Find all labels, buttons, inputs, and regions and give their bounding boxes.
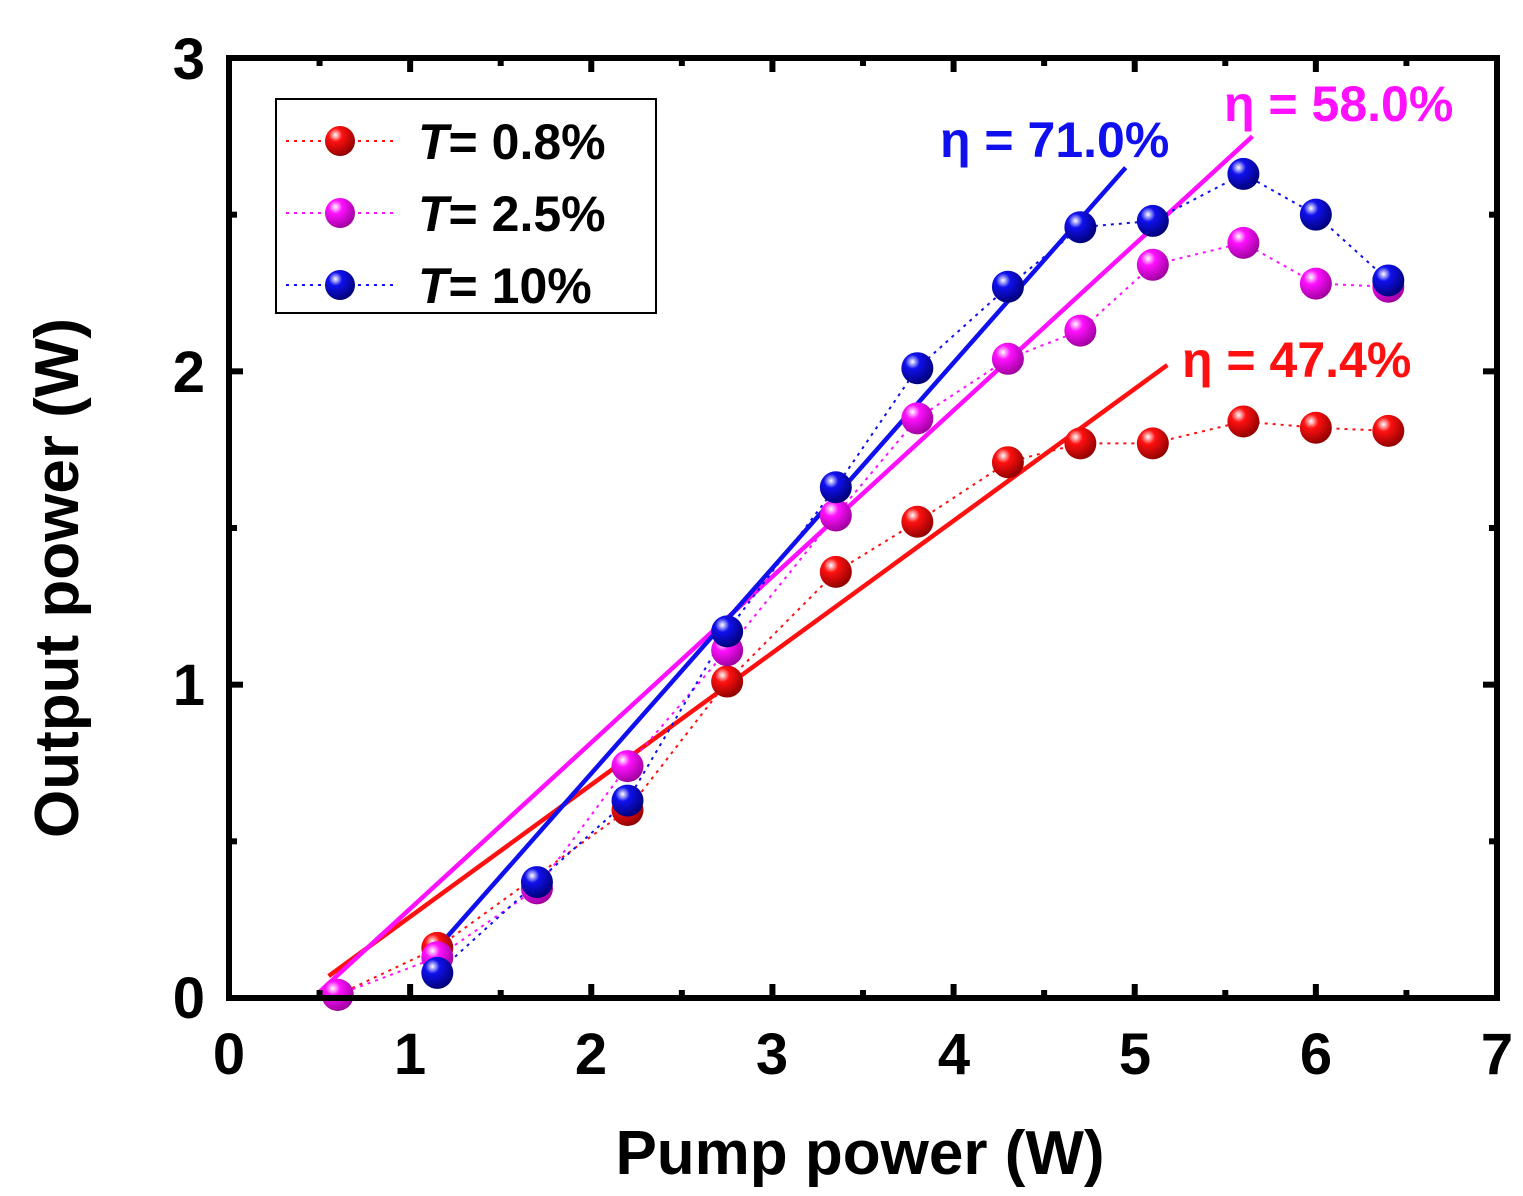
legend: T= 0.8% T= 2.5% T= 10% xyxy=(275,98,657,314)
series-group xyxy=(327,363,1389,996)
legend-value: = 0.8% xyxy=(449,114,606,170)
legend-marker xyxy=(325,270,355,300)
data-point xyxy=(1136,427,1169,460)
x-tick-label: 0 xyxy=(213,1022,245,1087)
data-point xyxy=(901,505,934,538)
data-point xyxy=(520,866,553,899)
efficiency-label-t-10: η = 71.0% xyxy=(940,112,1169,168)
legend-prefix: T xyxy=(418,186,453,242)
data-point xyxy=(1064,211,1097,244)
x-axis-title: Pump power (W) xyxy=(615,1119,1104,1188)
x-tick-label: 5 xyxy=(1119,1022,1151,1087)
legend-label: T= 10% xyxy=(418,258,592,314)
data-point xyxy=(991,342,1024,375)
data-point xyxy=(1227,157,1260,190)
data-point xyxy=(901,402,934,435)
efficiency-label-t-0-8: η = 47.4% xyxy=(1182,332,1411,388)
y-tick-labels: 0 1 2 3 xyxy=(173,27,205,1031)
legend-label: T= 2.5% xyxy=(418,186,606,242)
data-point xyxy=(711,615,744,648)
series-fit-line xyxy=(327,363,1169,978)
data-point xyxy=(611,784,644,817)
legend-entry-t-0-8: T= 0.8% xyxy=(286,114,606,170)
data-point xyxy=(991,270,1024,303)
series-markers xyxy=(421,157,1405,989)
data-point xyxy=(991,446,1024,479)
data-point xyxy=(1136,204,1169,237)
x-tick-label: 7 xyxy=(1481,1022,1513,1087)
legend-marker xyxy=(325,126,355,156)
legend-label: T= 0.8% xyxy=(418,114,606,170)
data-point xyxy=(1372,414,1405,447)
y-tick-label: 2 xyxy=(173,340,205,405)
series-fit-line xyxy=(318,134,1254,994)
data-point xyxy=(1064,427,1097,460)
legend-prefix: T xyxy=(418,114,453,170)
y-tick-label: 3 xyxy=(173,27,205,92)
data-point xyxy=(421,956,454,989)
efficiency-label-t-2-5: η = 58.0% xyxy=(1224,76,1453,132)
ticks-layer xyxy=(229,58,1497,998)
data-point xyxy=(901,352,934,385)
x-tick-label: 3 xyxy=(756,1022,788,1087)
x-tick-label: 4 xyxy=(938,1022,970,1087)
x-tick-label: 1 xyxy=(394,1022,426,1087)
legend-value: = 2.5% xyxy=(449,186,606,242)
data-point xyxy=(611,750,644,783)
data-point xyxy=(1299,198,1332,231)
data-point xyxy=(1227,226,1260,259)
data-point xyxy=(1136,248,1169,281)
data-point xyxy=(1372,264,1405,297)
x-tick-label: 2 xyxy=(575,1022,607,1087)
data-point xyxy=(1064,314,1097,347)
y-tick-label: 0 xyxy=(173,966,205,1031)
legend-entry-t-2-5: T= 2.5% xyxy=(286,186,606,242)
data-point xyxy=(819,555,852,588)
data-point xyxy=(321,978,354,1011)
legend-value: = 10% xyxy=(449,258,592,314)
plot-layer xyxy=(318,134,1405,1011)
legend-entry-t-10: T= 10% xyxy=(286,258,592,314)
y-axis-title: Output power (W) xyxy=(23,318,92,838)
data-point xyxy=(1299,411,1332,444)
legend-marker xyxy=(325,198,355,228)
legend-prefix: T xyxy=(418,258,453,314)
data-point xyxy=(819,471,852,504)
data-point xyxy=(819,499,852,532)
data-point xyxy=(1299,267,1332,300)
y-tick-label: 1 xyxy=(173,653,205,718)
x-tick-labels: 0 1 2 3 4 5 6 7 xyxy=(213,1022,1513,1087)
series-dotted-line xyxy=(337,420,1389,996)
data-point xyxy=(711,665,744,698)
data-point xyxy=(1227,405,1260,438)
x-tick-label: 6 xyxy=(1300,1022,1332,1087)
